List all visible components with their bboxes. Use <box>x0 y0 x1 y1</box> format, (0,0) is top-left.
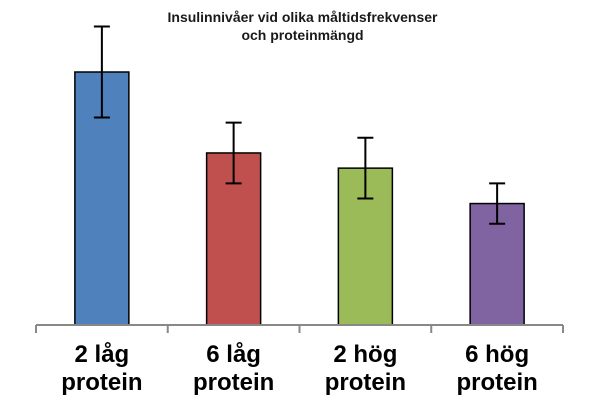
x-tick-label-3-line-2: protein <box>325 369 406 396</box>
chart-title-line-2: och proteinmängd <box>241 27 364 43</box>
x-tick-label-4-line-1: 6 hög <box>465 341 529 368</box>
x-tick-label-1-line-2: protein <box>61 369 142 396</box>
chart-title: Insulinnivåer vid olika måltidsfrekvense… <box>0 8 605 44</box>
x-tick-label-2-line-1: 6 låg <box>206 341 261 368</box>
chart-title-line-1: Insulinnivåer vid olika måltidsfrekvense… <box>167 9 438 25</box>
x-tick-label-4-line-2: protein <box>456 369 537 396</box>
x-tick-label-2-line-2: protein <box>193 369 274 396</box>
x-tick-label-3-line-1: 2 hög <box>333 341 397 368</box>
x-tick-label-1-line-1: 2 låg <box>75 341 130 368</box>
